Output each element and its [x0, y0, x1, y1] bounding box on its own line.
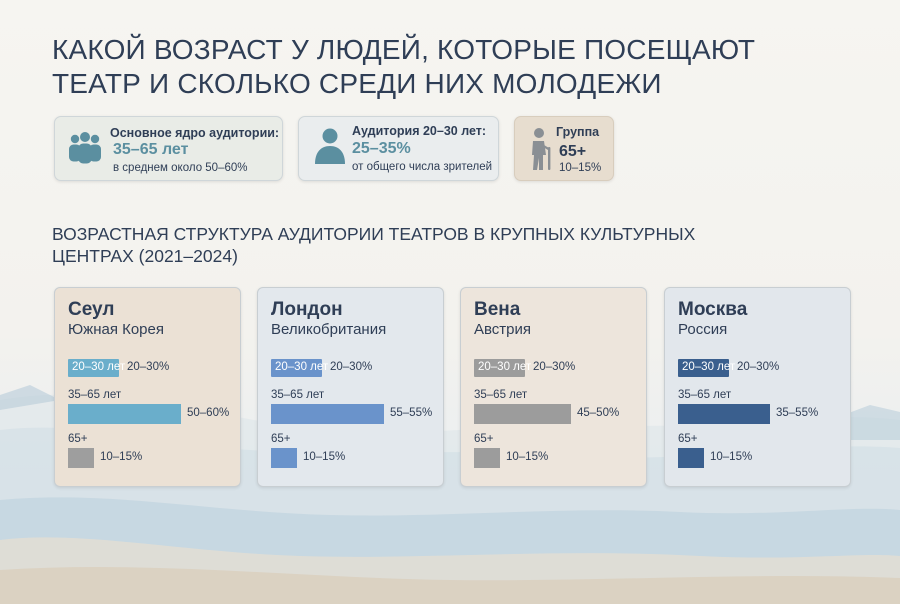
data-label: 10–15%: [100, 451, 143, 463]
bar-20-30: 20–30 лет: [271, 359, 328, 377]
city-name: Москва: [678, 299, 748, 320]
stat-label: Основное ядро аудитории:: [110, 126, 280, 140]
city-card-london: Лондон Великобритания 20–30 лет 20–30% 35–…: [257, 287, 444, 487]
category-label: 65+: [68, 433, 88, 445]
category-label: 20–30 лет: [275, 361, 329, 373]
stat-note: от общего числа зрителей: [352, 161, 493, 173]
city-card-vienna: Вена Австрия 20–30 лет 20–30% 35–65 лет 45–…: [460, 287, 647, 487]
stat-value: 25–35%: [352, 140, 411, 157]
stat-note: в среднем около 50–60%: [113, 162, 248, 174]
country-name: Великобритания: [271, 321, 387, 338]
bar-20-30: 20–30 лет: [474, 359, 531, 377]
data-label: 20–30%: [330, 361, 373, 373]
category-label: 65+: [474, 433, 494, 445]
data-label: 20–30%: [533, 361, 576, 373]
data-label: 10–15%: [303, 451, 346, 463]
people-group-icon: [69, 132, 101, 164]
category-label: 35–65 лет: [271, 389, 325, 401]
data-label: 35–55%: [776, 407, 819, 419]
city-card-moscow: Москва Россия 20–30 лет 20–30% 35–65 лет 35…: [664, 287, 851, 487]
city-name: Лондон: [271, 299, 343, 320]
stat-value: 65+: [559, 143, 587, 160]
data-label: 20–30%: [127, 361, 170, 373]
stat-card-senior-group: Группа 65+ 10–15%: [514, 116, 614, 181]
data-label: 55–55%: [390, 407, 433, 419]
country-name: Австрия: [474, 321, 532, 338]
stat-label: Аудитория 20–30 лет:: [352, 124, 487, 138]
bar-65-plus: [474, 448, 500, 468]
stat-value: 35–65 лет: [113, 141, 189, 158]
category-label: 35–65 лет: [678, 389, 732, 401]
data-label: 10–15%: [506, 451, 549, 463]
data-label: 45–50%: [577, 407, 620, 419]
category-label: 65+: [271, 433, 291, 445]
city-card-seoul: Сеул Южная Корея 20–30 лет 20–30% 35–65 ле…: [54, 287, 241, 487]
stat-label: Группа: [556, 125, 600, 139]
bar-20-30: 20–30 лет: [68, 359, 125, 377]
bar-35-65: [68, 404, 181, 424]
person-icon: [315, 128, 345, 164]
stat-card-core-audience: Основное ядро аудитории: 35–65 лет в сре…: [54, 116, 283, 181]
bar-35-65: [271, 404, 384, 424]
bar-65-plus: [678, 448, 704, 468]
bar-20-30: 20–30 лет: [678, 359, 735, 377]
chart-title: ВОЗРАСТНАЯ СТРУКТУРА АУДИТОРИИ ТЕАТРОВ В…: [52, 223, 752, 267]
page-title-line-2: ТЕАТР И СКОЛЬКО СРЕДИ НИХ МОЛОДЕЖИ: [52, 68, 662, 99]
country-name: Южная Корея: [68, 321, 164, 338]
data-label: 10–15%: [710, 451, 753, 463]
bar-35-65: [474, 404, 571, 424]
bar-35-65: [678, 404, 770, 424]
chart-title-line-1: ВОЗРАСТНАЯ СТРУКТУРА АУДИТОРИИ ТЕАТРОВ В…: [52, 224, 696, 244]
data-label: 50–60%: [187, 407, 230, 419]
page-title: КАКОЙ ВОЗРАСТ У ЛЮДЕЙ, КОТОРЫЕ ПОСЕЩАЮТ …: [52, 33, 832, 101]
elderly-person-icon: [532, 128, 551, 170]
chart-title-line-2: ЦЕНТРАХ (2021–2024): [52, 246, 238, 266]
city-name: Сеул: [68, 299, 115, 320]
stat-note: 10–15%: [559, 162, 602, 174]
category-label: 20–30 лет: [478, 361, 532, 373]
page-title-line-1: КАКОЙ ВОЗРАСТ У ЛЮДЕЙ, КОТОРЫЕ ПОСЕЩАЮТ: [52, 34, 756, 65]
category-label: 35–65 лет: [474, 389, 528, 401]
category-label: 20–30 лет: [72, 361, 126, 373]
data-label: 20–30%: [737, 361, 780, 373]
bar-65-plus: [68, 448, 94, 468]
city-name: Вена: [474, 299, 521, 320]
country-name: Россия: [678, 321, 728, 338]
category-label: 65+: [678, 433, 698, 445]
bar-65-plus: [271, 448, 297, 468]
stat-card-young-audience: Аудитория 20–30 лет: 25–35% от общего чи…: [298, 116, 499, 181]
category-label: 20–30 лет: [682, 361, 736, 373]
category-label: 35–65 лет: [68, 389, 122, 401]
